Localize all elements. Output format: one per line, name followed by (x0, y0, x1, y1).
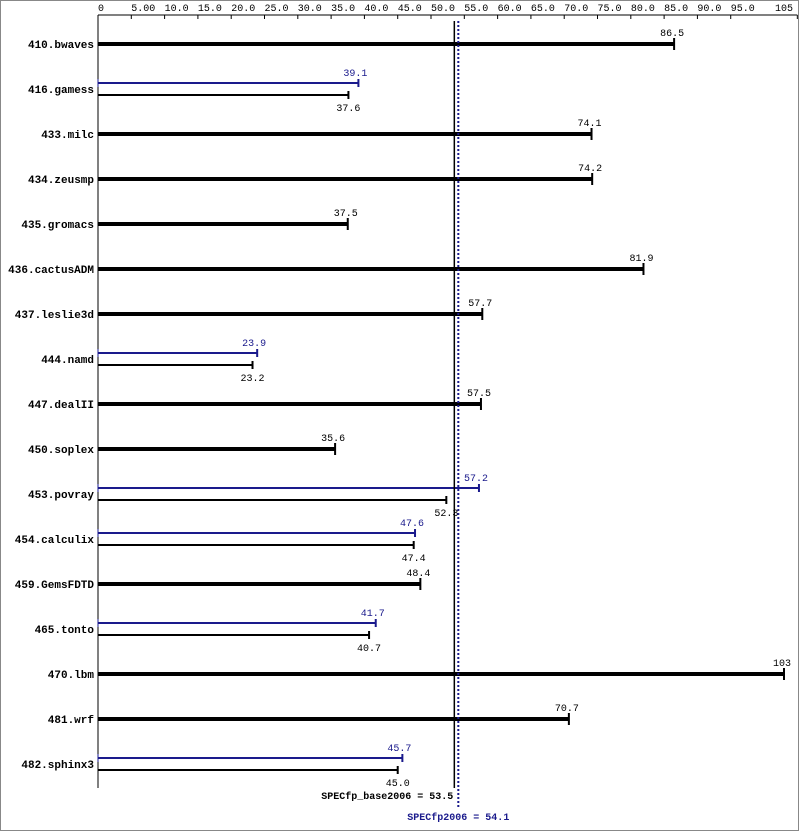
bar (98, 42, 675, 46)
x-tick-label: 35.0 (331, 4, 355, 15)
value-label: 57.2 (464, 474, 488, 485)
category-label: 447.dealII (28, 400, 94, 412)
category-label: 434.zeusmp (28, 175, 94, 187)
category-label: 410.bwaves (28, 40, 94, 52)
bar (98, 582, 421, 586)
value-label: 45.7 (387, 744, 411, 755)
bar (98, 352, 258, 354)
x-tick-label: 15.0 (198, 4, 222, 15)
value-label: 47.4 (402, 554, 426, 565)
x-tick-label: 20.0 (231, 4, 255, 15)
x-tick-label: 25.0 (265, 4, 289, 15)
x-tick-label: 90.0 (697, 4, 721, 15)
x-tick-label: 65.0 (531, 4, 555, 15)
x-tick-label: 75.0 (598, 4, 622, 15)
x-tick-label: 105 (775, 4, 793, 15)
x-tick-label: 70.0 (564, 4, 588, 15)
value-label: 35.6 (321, 434, 345, 445)
bar (98, 544, 414, 546)
value-label: 48.4 (406, 569, 430, 580)
bar (98, 532, 416, 534)
bar (98, 82, 359, 84)
bar (98, 672, 784, 676)
category-label: 453.povray (28, 490, 94, 502)
value-label: 23.2 (241, 374, 265, 385)
x-tick-label: 45.0 (398, 4, 422, 15)
bar (98, 717, 569, 721)
value-label: 45.0 (386, 779, 410, 790)
bar (98, 364, 253, 366)
category-label: 416.gamess (28, 85, 94, 97)
value-label: 57.7 (468, 299, 492, 310)
value-label: 57.5 (467, 389, 491, 400)
category-label: 436.cactusADM (8, 265, 94, 277)
bar (98, 487, 479, 489)
bar (98, 312, 483, 316)
bar (98, 622, 376, 624)
category-label: 481.wrf (48, 715, 95, 727)
x-tick-label: 95.0 (731, 4, 755, 15)
value-label: 86.5 (660, 29, 684, 40)
category-label: 454.calculix (15, 535, 95, 547)
bar (98, 499, 447, 501)
x-tick-label: 5.00 (131, 4, 155, 15)
category-label: 465.tonto (35, 625, 95, 637)
value-label: 39.1 (343, 69, 367, 80)
value-label: 103 (773, 659, 791, 670)
category-label: 450.soplex (28, 445, 94, 457)
value-label: 23.9 (242, 339, 266, 350)
category-label: 459.GemsFDTD (15, 580, 95, 592)
category-label: 435.gromacs (21, 220, 94, 232)
x-tick-label: 80.0 (631, 4, 655, 15)
value-label: 37.5 (334, 209, 358, 220)
value-label: 74.1 (578, 119, 602, 130)
category-label: 482.sphinx3 (21, 760, 94, 772)
category-label: 444.namd (41, 355, 94, 367)
bar (98, 222, 348, 226)
x-tick-label: 60.0 (498, 4, 522, 15)
x-tick-label: 50.0 (431, 4, 455, 15)
x-tick-label: 40.0 (364, 4, 388, 15)
bar (98, 177, 593, 181)
bar (98, 132, 592, 136)
value-label: 52.3 (434, 509, 458, 520)
x-tick-label: 55.0 (464, 4, 488, 15)
bar (98, 769, 398, 771)
value-label: 40.7 (357, 644, 381, 655)
x-tick-label: 0 (98, 4, 104, 15)
bar (98, 447, 336, 451)
value-label: 74.2 (578, 164, 602, 175)
x-tick-label: 10.0 (165, 4, 189, 15)
bar (98, 402, 481, 406)
category-label: 437.leslie3d (15, 310, 94, 322)
category-label: 470.lbm (48, 670, 95, 682)
category-label: 433.milc (41, 130, 94, 142)
reference-label: SPECfp_base2006 = 53.5 (321, 791, 453, 803)
value-label: 70.7 (555, 704, 579, 715)
bar (98, 634, 370, 636)
bar (98, 267, 644, 271)
value-label: 47.6 (400, 519, 424, 530)
x-tick-label: 85.0 (664, 4, 688, 15)
value-label: 37.6 (336, 104, 360, 115)
bar (98, 757, 403, 759)
value-label: 41.7 (361, 609, 385, 620)
bar (98, 94, 349, 96)
reference-label: SPECfp2006 = 54.1 (407, 812, 509, 824)
value-label: 81.9 (629, 254, 653, 265)
x-tick-label: 30.0 (298, 4, 322, 15)
